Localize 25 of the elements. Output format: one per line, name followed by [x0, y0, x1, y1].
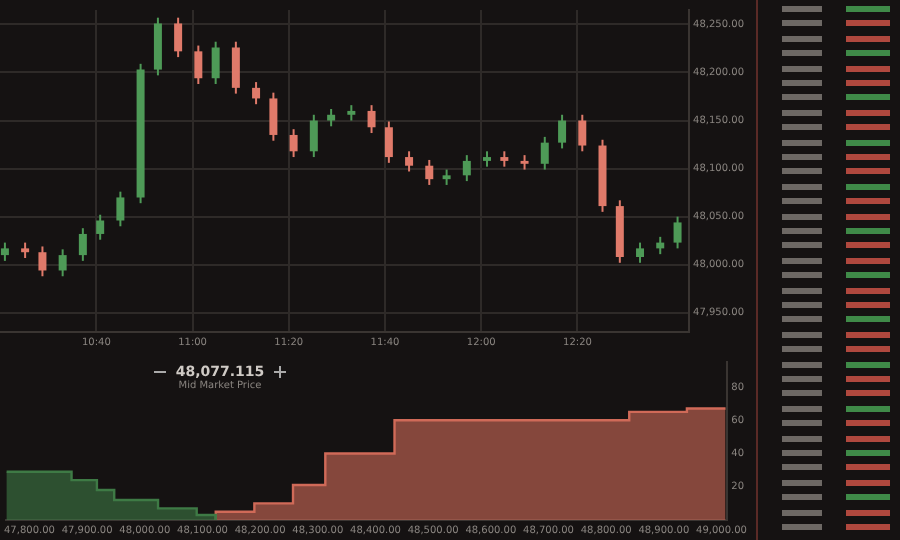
- candlestick: [58, 248, 67, 278]
- candlestick: [38, 245, 47, 278]
- candlestick: [211, 40, 220, 86]
- candlestick: [558, 113, 567, 150]
- candlestick: [252, 81, 261, 106]
- candlestick: [269, 91, 278, 142]
- candlestick: [289, 128, 298, 159]
- candlestick: [309, 113, 318, 159]
- candlestick: [174, 16, 183, 59]
- candlestick: [78, 227, 87, 262]
- candlestick: [673, 215, 682, 250]
- candlestick: [153, 16, 162, 77]
- candlestick: [194, 44, 203, 86]
- candlestick: [0, 241, 9, 262]
- candlestick: [462, 154, 471, 183]
- candlestick: [540, 135, 549, 171]
- candlestick: [405, 150, 414, 173]
- candlestick: [116, 190, 125, 228]
- candlestick: [96, 213, 105, 241]
- candlestick: [367, 104, 376, 135]
- candlestick: [636, 241, 645, 264]
- candlestick: [425, 158, 434, 186]
- candlestick: [231, 40, 240, 95]
- candlestick: [384, 120, 393, 164]
- candlestick: [578, 113, 587, 153]
